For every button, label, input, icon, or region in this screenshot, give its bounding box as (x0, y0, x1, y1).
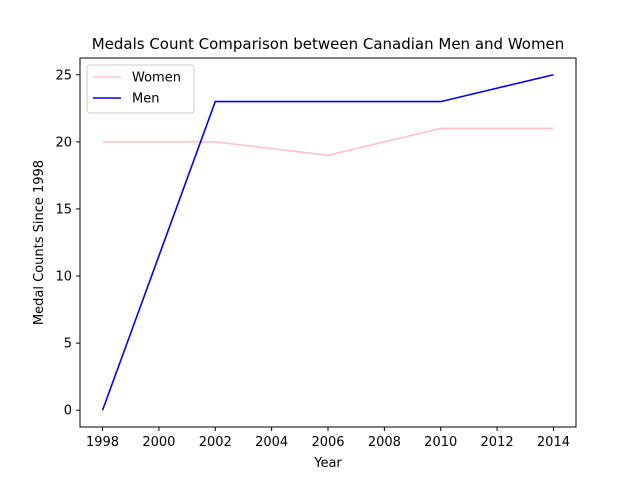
x-tick-label: 2006 (311, 435, 344, 450)
x-tick-label: 2008 (368, 435, 401, 450)
x-tick-label: 2012 (481, 435, 514, 450)
x-axis-ticks: 1998 2000 2002 2004 2006 2008 2010 2012 2014 (86, 427, 570, 450)
y-tick-label: 25 (55, 68, 72, 83)
series-line-women (102, 127, 554, 157)
y-tick-label: 5 (64, 337, 72, 352)
series-line-men (101, 73, 554, 411)
chart-title: Medals Count Comparison between Canadian… (92, 35, 565, 53)
x-tick-label: 2002 (199, 435, 232, 450)
y-tick-label: 20 (55, 135, 72, 150)
y-tick-label: 10 (55, 270, 72, 285)
x-tick-label: 2014 (537, 435, 570, 450)
series-lines (101, 73, 554, 411)
legend-label-women: Women (132, 71, 181, 86)
y-tick-label: 15 (55, 202, 72, 217)
x-axis-label: Year (313, 456, 342, 471)
x-tick-label: 2004 (255, 435, 288, 450)
legend: Women Men (86, 64, 195, 114)
x-tick-label: 2010 (424, 435, 457, 450)
legend-label-men: Men (132, 92, 159, 107)
y-axis-ticks: 0 5 10 15 20 25 (55, 68, 80, 419)
y-axis-label: Medal Counts Since 1998 (32, 160, 47, 325)
x-tick-label: 2000 (142, 435, 175, 450)
y-tick-label: 0 (64, 404, 72, 419)
x-tick-label: 1998 (86, 435, 119, 450)
